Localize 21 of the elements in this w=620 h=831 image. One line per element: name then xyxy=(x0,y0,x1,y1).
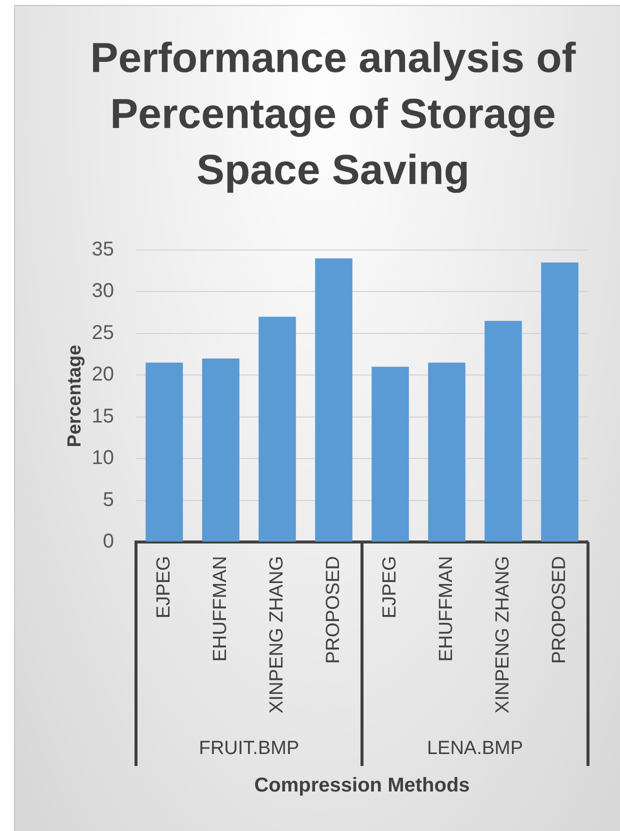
y-tick-label: 25 xyxy=(92,322,114,344)
text: FRUIT.BMP xyxy=(198,738,300,760)
x-tick-label: EHUFFMAN xyxy=(210,556,231,662)
y-axis-title: Percentage xyxy=(64,344,86,448)
y-tick-label: 20 xyxy=(92,364,114,386)
chart-title: Performance analysis of Percentage of Storage Space Saving xyxy=(89,33,577,195)
y-tick-label: 30 xyxy=(92,280,114,302)
y-tick-label: 15 xyxy=(92,405,114,428)
text: LENA.BMP xyxy=(426,738,524,760)
x-tick-label: PROPOSED xyxy=(548,556,570,664)
x-tick-label: EJPEG xyxy=(379,556,400,618)
x-tick-label: EHUFFMAN xyxy=(436,556,457,662)
x-tick-label: XINPENG ZHANG xyxy=(492,556,514,714)
y-tick-label: 0 xyxy=(102,530,114,553)
x-tick-label: PROPOSED xyxy=(322,556,344,664)
x-tick-label: XINPENG ZHANG xyxy=(266,556,288,714)
y-tick-label: 10 xyxy=(92,447,114,470)
x-tick-label: EJPEG xyxy=(153,556,174,618)
y-tick-label: 5 xyxy=(102,488,114,511)
y-tick-label: 35 xyxy=(92,238,114,261)
x-axis-title: Compression Methods xyxy=(254,774,470,797)
